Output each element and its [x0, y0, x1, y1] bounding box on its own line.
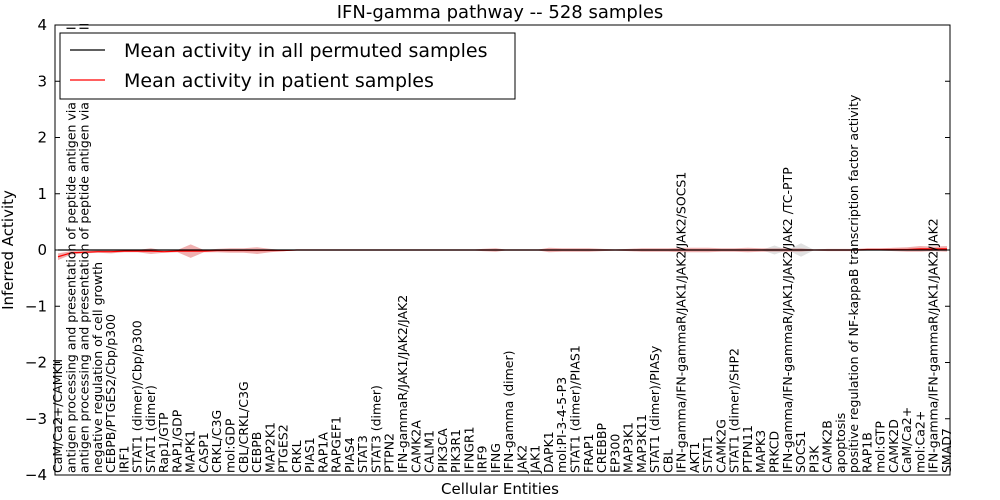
y-tick-label: 3	[37, 72, 47, 90]
category-label: CEBPB/PTGES2/Cbp/p300	[103, 314, 118, 473]
y-tick-label: −1	[25, 297, 47, 315]
category-label: PIAS1	[302, 437, 317, 473]
category-label: PTPN11	[740, 425, 755, 473]
category-label: RAP1A	[315, 432, 330, 473]
category-label: negative regulation of cell growth	[90, 262, 105, 473]
category-label: CASP1	[196, 432, 211, 473]
category-label: PIAS4	[342, 437, 357, 473]
category-label: antigen processing and presentation of p…	[77, 23, 92, 473]
category-label: mol:GTP	[873, 421, 888, 473]
y-tick-label: −4	[25, 466, 47, 484]
y-tick-label: −3	[25, 410, 47, 428]
category-label: AKT1	[687, 442, 702, 473]
y-tick-label: 1	[37, 185, 47, 203]
category-label: mol:PI-3-4-5-P3	[554, 377, 569, 473]
category-label: PTPN2	[382, 433, 397, 473]
category-label: CAMK2B	[820, 420, 835, 473]
category-label: DAPK1	[541, 431, 556, 473]
category-label: mol:Ca2+	[912, 411, 927, 473]
category-label: PTGES2	[276, 424, 291, 473]
category-label: STAT1 (dimer)/PIASy	[647, 345, 662, 473]
y-tick-label: 2	[37, 129, 47, 147]
category-label: EP300	[607, 434, 622, 473]
category-label: IFN-gamma/IFN-gammaR/JAK1/JAK2/JAK2	[926, 218, 941, 473]
category-label: FRAP1	[581, 434, 596, 473]
category-label: PIK3R1	[448, 429, 463, 473]
category-label: CBL	[660, 449, 675, 473]
category-label: IFN-gammaR/JAK1/JAK2/JAK2	[395, 295, 410, 473]
category-label: CaM/Ca2+	[899, 407, 914, 473]
category-label: STAT1 (dimer)/PIAS1	[567, 345, 582, 473]
category-label: STAT3 (dimer)	[368, 385, 383, 473]
category-label: STAT1 (dimer)/Cbp/p300	[130, 320, 145, 473]
category-label: IFN-gamma (dimer)	[501, 351, 516, 474]
category-label: CALM1	[422, 430, 437, 473]
category-label: mol:GDP	[222, 418, 237, 473]
category-label: IFN-gamma/IFN-gammaR/JAK1/JAK2/JAK2/SOCS…	[674, 172, 689, 473]
category-label: Rap1/GTP	[156, 412, 171, 473]
category-label: STAT3	[355, 435, 370, 473]
legend: Mean activity in all permuted samples Me…	[59, 32, 516, 100]
series-lines	[57, 248, 947, 258]
category-label: apoptosis	[833, 413, 848, 473]
category-label: RAP1/GDP	[169, 409, 184, 473]
category-label: MAPK1	[183, 430, 198, 473]
category-label: CRKL	[289, 440, 304, 473]
category-label: CAMK2G	[713, 419, 728, 473]
y-tick-label: 4	[37, 16, 47, 34]
category-label: PRKCD	[767, 431, 782, 473]
y-tick-label: 0	[37, 241, 47, 259]
category-label: CEBPB	[249, 432, 264, 473]
category-label: RAP1B	[859, 432, 874, 473]
category-label: MAP3K11	[634, 414, 649, 473]
chart-title: IFN-gamma pathway -- 528 samples	[337, 2, 664, 23]
category-label: PI3K	[806, 445, 821, 473]
category-label: STAT1	[700, 435, 715, 473]
category-label: RAPGEF1	[329, 416, 344, 473]
y-axis-label: Inferred Activity	[0, 190, 17, 310]
y-tick-label: −2	[25, 354, 47, 372]
category-label: STAT1 (dimer)/SHP2	[727, 348, 742, 473]
category-label: MAP3K1	[621, 422, 636, 473]
category-label: JAK1	[528, 445, 543, 474]
category-label: SOCS1	[793, 431, 808, 473]
category-label: CAMK2A	[408, 420, 423, 473]
category-label: IFNGR1	[461, 426, 476, 473]
category-label: CBL/CRKL/C3G	[236, 381, 251, 473]
category-label: MAPK3	[753, 430, 768, 473]
category-label: CREBBP	[594, 423, 609, 473]
x-axis-label: Cellular Entities	[441, 480, 559, 498]
legend-label-patient: Mean activity in patient samples	[124, 70, 434, 92]
category-label: IFNG	[488, 443, 503, 473]
category-label: JAK2	[514, 445, 529, 474]
category-label: CaM/Ca2+/CAMKII	[50, 359, 65, 473]
category-label: antigen processing and presentation of p…	[63, 26, 78, 473]
legend-label-permuted: Mean activity in all permuted samples	[124, 40, 487, 62]
category-label: MAP2K1	[262, 422, 277, 473]
legend-box	[59, 32, 516, 100]
category-label: IRF9	[475, 445, 490, 473]
category-label: CRKL/C3G	[209, 410, 224, 473]
category-label: SMAD7	[939, 428, 954, 473]
category-label: IFN-gamma/IFN-gammaR/JAK1/JAK2/JAK2 /TC-…	[780, 167, 795, 473]
patient-activity-band	[58, 244, 947, 261]
y-axis-ticks: −4 −3 −2 −1 0 1 2 3 4	[25, 16, 950, 484]
category-label: STAT1 (dimer)	[143, 385, 158, 473]
category-label: PIK3CA	[435, 428, 450, 473]
category-label: positive regulation of NF-kappaB transcr…	[846, 94, 861, 473]
category-label: CAMK2D	[886, 419, 901, 473]
category-label: IRF1	[116, 445, 131, 473]
